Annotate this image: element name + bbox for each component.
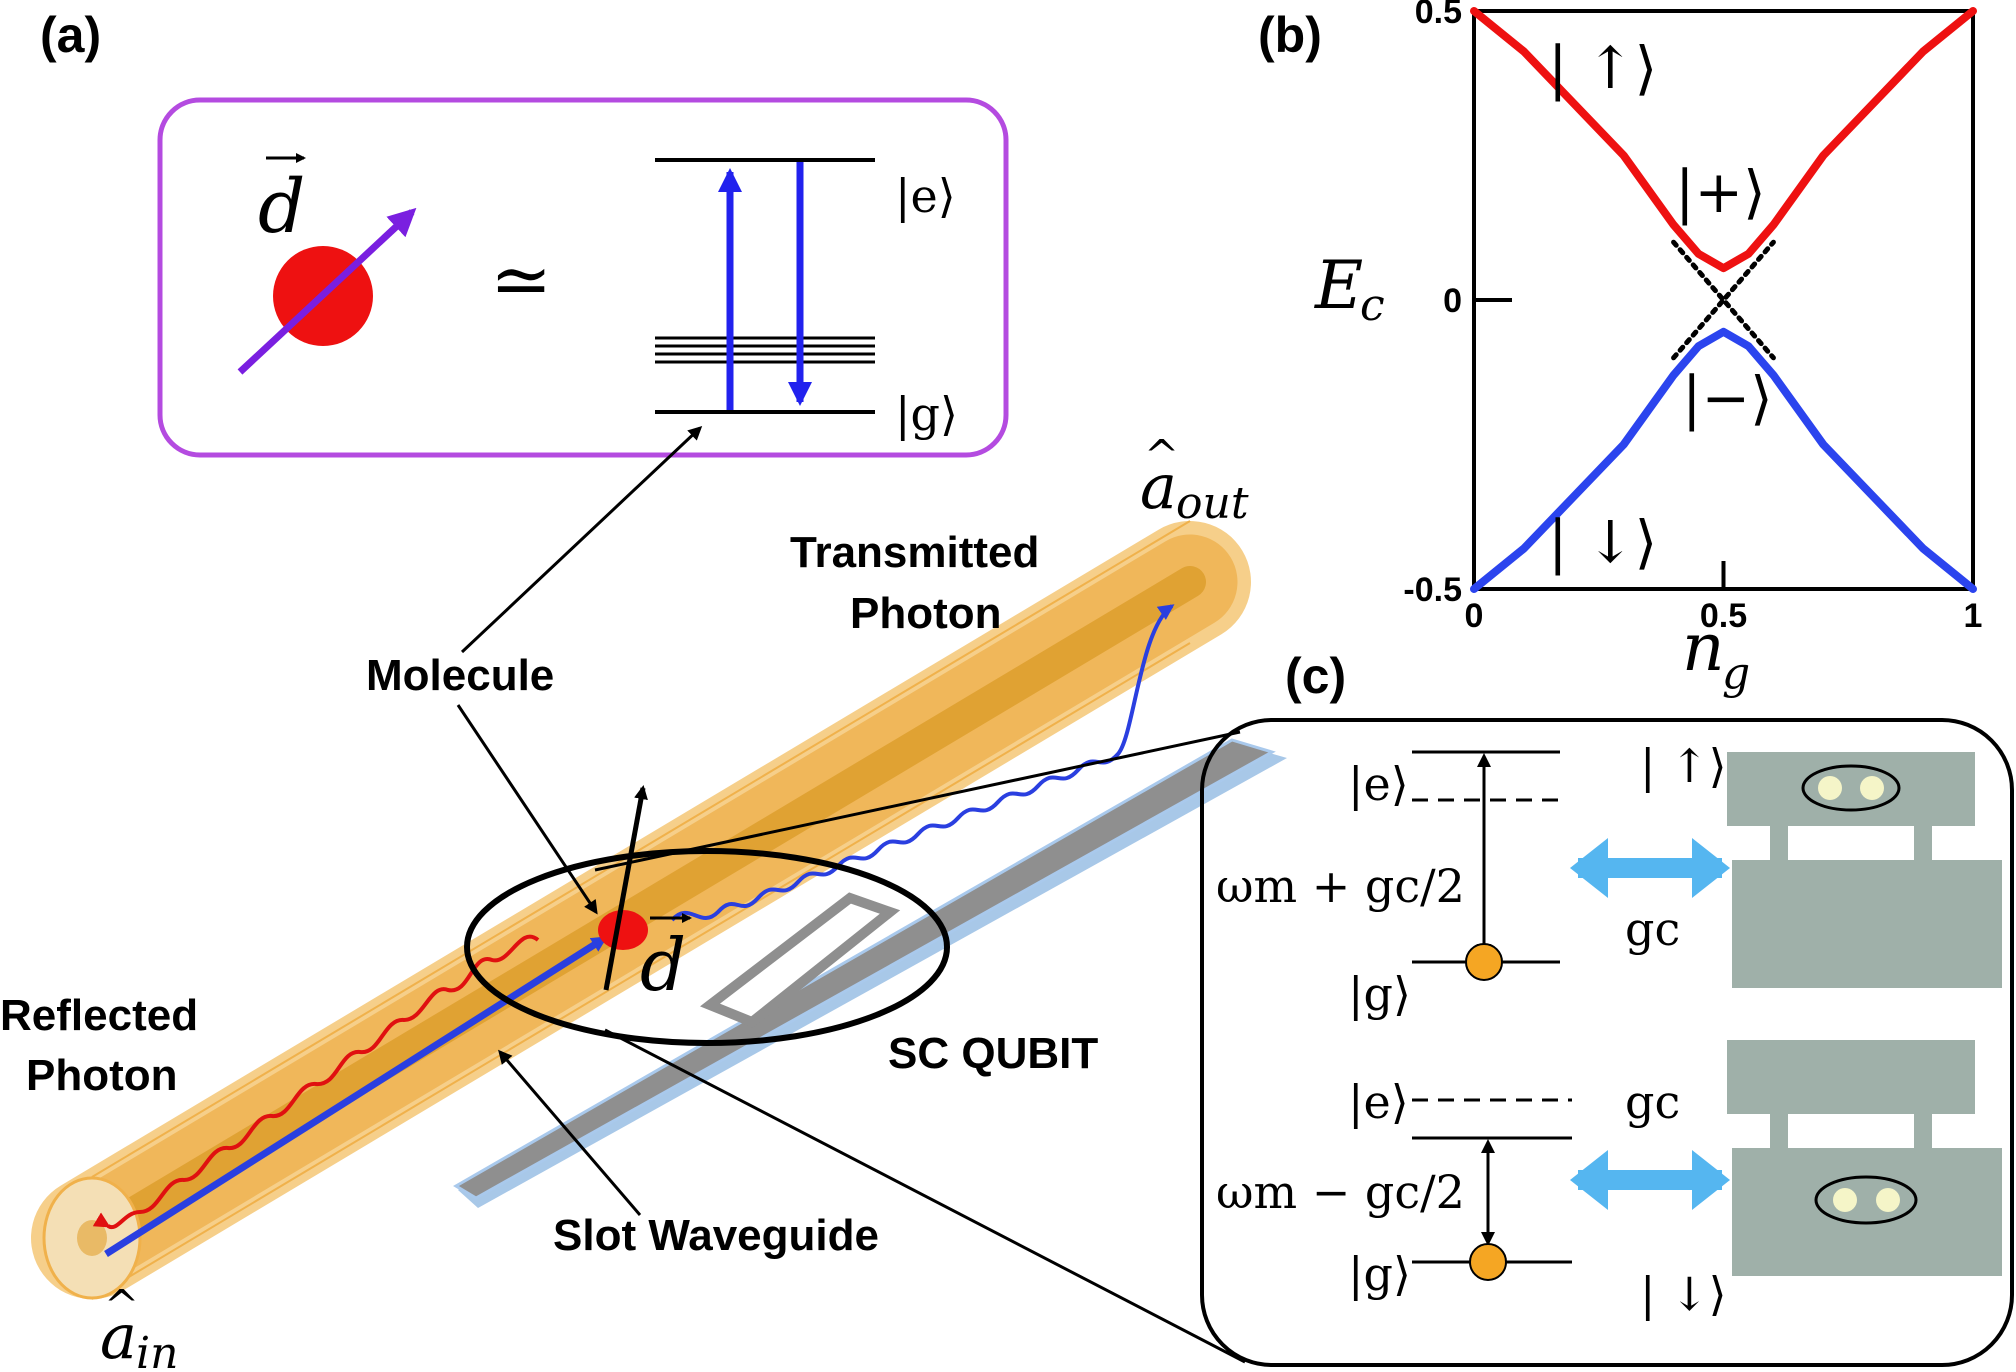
bottom-ground-electron <box>1469 1243 1507 1281</box>
x-axis-label-sub: g <box>1722 648 1750 699</box>
a-in-hat: ^ <box>104 1281 139 1330</box>
reflected-photon-wave <box>92 934 540 1230</box>
bottom-coupling-head-right <box>1692 1150 1730 1210</box>
inset-frame <box>157 97 1009 458</box>
panel-c-frame <box>1200 718 2014 1367</box>
molecule <box>598 910 648 950</box>
x-tick-label: 0.5 <box>1700 597 1747 635</box>
x-tick-label: 1 <box>1964 597 1983 635</box>
a-out-base: a <box>1140 450 1177 523</box>
molecule-label: Molecule <box>366 651 554 700</box>
top-coupling-head-right <box>1692 838 1730 898</box>
x-axis-label-base: n <box>1682 609 1725 686</box>
a-in-base: a <box>100 1300 137 1372</box>
state-g-label: |g⟩ <box>895 387 958 441</box>
top-level-diagram: |e⟩ |g⟩ ωm + gc/2 <box>1216 750 1560 1021</box>
lower-band-line <box>1470 327 1977 593</box>
reflected-label-2: Photon <box>26 1051 178 1100</box>
zoom-ellipse <box>464 848 950 1046</box>
bottom-qubit-island <box>1727 1040 1975 1114</box>
bottom-state-e: |e⟩ <box>1348 1075 1409 1129</box>
bottom-level-diagram: |e⟩ |g⟩ ωm − gc/2 <box>1216 1075 1572 1301</box>
slot-pointer <box>498 1049 642 1216</box>
top-electron-2 <box>1860 776 1884 800</box>
photon-waveguide <box>31 520 1251 1300</box>
bottom-spin-label: | ↓⟩ <box>1640 1267 1727 1321</box>
waveguide-outline-bottom <box>91 642 1191 1300</box>
state-minus-label: |−⟩ <box>1682 364 1773 432</box>
bottom-qubit-lead-right <box>1914 1114 1932 1152</box>
y-tick-label: 0.5 <box>1415 0 1462 31</box>
top-electron-pair <box>1801 764 1901 812</box>
state-down-label: | ↓⟩ <box>1548 508 1657 576</box>
reflected-label-1: Reflected <box>0 991 198 1040</box>
bottom-coupling-head-left <box>1570 1150 1608 1210</box>
top-coupling-head-left <box>1570 838 1608 898</box>
molecule-pointer-inset <box>460 425 703 654</box>
approx-symbol: ≃ <box>490 237 552 323</box>
dipole-symbol: d <box>258 164 305 250</box>
bottom-state-g: |g⟩ <box>1348 1247 1411 1301</box>
waveguide-core <box>76 566 1206 1254</box>
molecule-inset: d ≃ |e⟩ |g⟩ <box>157 97 1009 458</box>
top-state-e: |e⟩ <box>1348 757 1409 811</box>
y-axis-label-sub: c <box>1360 280 1385 331</box>
sc-qubit-strip <box>453 738 1287 1208</box>
state-plus-label: |+⟩ <box>1675 158 1766 226</box>
incident-photon-arrow <box>104 935 608 1257</box>
top-ground-electron <box>1465 943 1503 981</box>
molecule-dipole-arrow <box>603 785 648 991</box>
top-coupling-label: gc <box>1625 902 1680 956</box>
a-out-hat: ^ <box>1144 431 1179 480</box>
top-frequency: ωm + gc/2 <box>1216 859 1465 913</box>
top-qubit-reservoir <box>1732 860 2002 988</box>
top-electron-1 <box>1818 776 1842 800</box>
upper-band-line <box>1470 7 1977 273</box>
bottom-electron-1 <box>1833 1188 1857 1212</box>
zoom-line-bottom <box>604 1028 1246 1364</box>
waveguide-end-core <box>77 1220 107 1256</box>
bottom-qubit-reservoir <box>1732 1148 2002 1276</box>
sc-qubit-label: SC QUBIT <box>888 1029 1098 1078</box>
transmitted-photon-wave <box>670 604 1175 922</box>
bottom-coupling-label: gc <box>1625 1075 1680 1129</box>
diabatic-line-2 <box>1671 239 1776 361</box>
bottom-qubit-lead-left <box>1770 1114 1788 1152</box>
a-out-sub: out <box>1176 478 1249 529</box>
waveguide-outline-top <box>91 520 1191 1178</box>
a-in-sub: in <box>136 1328 178 1372</box>
zoom-line-top <box>594 730 1241 872</box>
bottom-electron-2 <box>1876 1188 1900 1212</box>
panel-b-label: (b) <box>1258 7 1322 63</box>
top-qubit-lead-left <box>1770 826 1788 864</box>
bottom-electron-pair <box>1814 1175 1918 1225</box>
x-tick-label: 0 <box>1465 597 1484 635</box>
slot-waveguide-label: Slot Waveguide <box>553 1211 879 1260</box>
top-qubit-device <box>1727 752 2002 988</box>
top-qubit-lead-right <box>1914 826 1932 864</box>
y-tick-label: 0 <box>1443 282 1462 320</box>
a-in-operator: a in ^ <box>100 1281 178 1372</box>
state-e-label: |e⟩ <box>895 169 956 223</box>
qubit-loop <box>700 892 901 1028</box>
top-qubit-island <box>1727 752 1975 826</box>
top-state-g: |g⟩ <box>1348 967 1411 1021</box>
top-spin-label: | ↑⟩ <box>1640 739 1727 793</box>
bottom-qubit-device <box>1727 1040 2002 1276</box>
transmitted-label-1: Transmitted <box>790 528 1039 577</box>
state-up-label: | ↑⟩ <box>1548 34 1657 102</box>
dipole-arrow <box>237 207 417 375</box>
y-tick-label: -0.5 <box>1403 571 1462 609</box>
panel-c-label: (c) <box>1285 648 1346 704</box>
y-axis-label-base: E <box>1314 247 1363 324</box>
panel-a-label: (a) <box>40 7 101 63</box>
bottom-frequency: ωm − gc/2 <box>1216 1165 1465 1219</box>
transmitted-label-2: Photon <box>850 589 1002 638</box>
molecule-dipole-symbol: d <box>640 923 686 1007</box>
qubit-strip-body <box>453 738 1276 1200</box>
molecule-pointer-dot <box>456 704 598 915</box>
a-out-operator: a out ^ <box>1140 431 1249 529</box>
